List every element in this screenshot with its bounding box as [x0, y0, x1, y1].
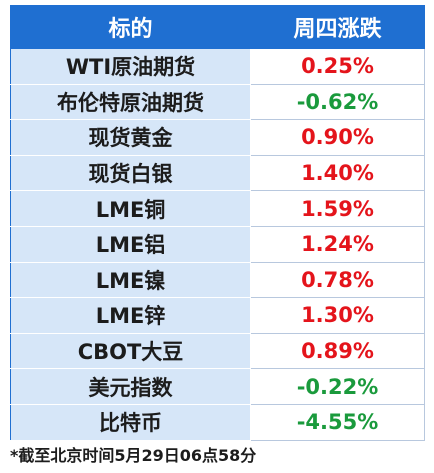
asset-name: 美元指数: [10, 368, 251, 405]
table-row: 现货黄金 0.90%: [10, 119, 425, 156]
table-row: CBOT大豆 0.89%: [10, 332, 425, 370]
change-value: 0.89%: [250, 332, 425, 370]
asset-name: WTI原油期货: [10, 48, 251, 85]
table-row: 布伦特原油期货 -0.62%: [10, 83, 425, 121]
asset-name: LME铜: [10, 190, 251, 227]
asset-name: 现货白银: [10, 154, 251, 192]
header-row: 标的 周四涨跌: [10, 5, 425, 49]
change-value: 0.90%: [250, 119, 425, 156]
table-row: WTI原油期货 0.25%: [10, 48, 425, 85]
change-value: 0.25%: [250, 48, 425, 85]
table-row: LME铜 1.59%: [10, 190, 425, 227]
change-value: 1.40%: [250, 154, 425, 192]
asset-name: CBOT大豆: [10, 332, 251, 370]
change-value: 1.30%: [250, 297, 425, 334]
change-value: -4.55%: [250, 403, 425, 441]
table-row: LME镍 0.78%: [10, 261, 425, 299]
footnote: *截至北京时间5月29日06点58分: [10, 446, 257, 465]
header-cell: 标的: [10, 5, 251, 49]
asset-name: 比特币: [10, 403, 251, 441]
change-value: 1.24%: [250, 225, 425, 263]
table-row: 比特币 -4.55%: [10, 403, 425, 441]
asset-name: LME铝: [10, 225, 251, 263]
asset-name: LME镍: [10, 261, 251, 299]
table-row: 美元指数 -0.22%: [10, 368, 425, 405]
table-row: LME铝 1.24%: [10, 225, 425, 263]
header-cell: 周四涨跌: [250, 5, 425, 49]
asset-name: 现货黄金: [10, 119, 251, 156]
change-value: 1.59%: [250, 190, 425, 227]
asset-name: 布伦特原油期货: [10, 83, 251, 121]
asset-name: LME锌: [10, 297, 251, 334]
change-value: 0.78%: [250, 261, 425, 299]
table-body: WTI原油期货 0.25% 布伦特原油期货 -0.62% 现货黄金 0.90% 现货白银 1.…: [10, 48, 425, 441]
change-value: -0.22%: [250, 368, 425, 405]
table-row: 现货白银 1.40%: [10, 154, 425, 192]
change-value: -0.62%: [250, 83, 425, 121]
table-row: LME锌 1.30%: [10, 297, 425, 334]
quote-table: 标的 周四涨跌 WTI原油期货 0.25% 布伦特原油期货 -0.62% 现货黄金 0.9…: [10, 5, 425, 441]
